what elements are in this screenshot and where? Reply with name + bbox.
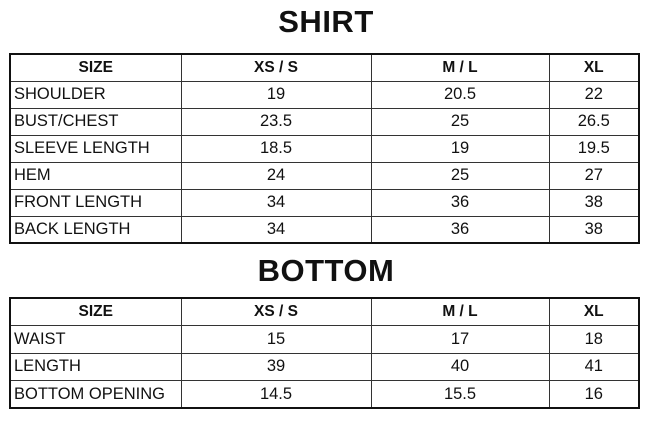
measurement-label: HEM xyxy=(9,161,182,190)
measurement-value: 20.5 xyxy=(370,80,550,109)
measurement-value: 39 xyxy=(180,352,372,381)
measurement-value: 40 xyxy=(370,352,550,381)
column-header: XL xyxy=(548,53,640,82)
measurement-value: 26.5 xyxy=(548,107,640,136)
measurement-value: 25 xyxy=(370,107,550,136)
measurement-value: 23.5 xyxy=(180,107,372,136)
measurement-value: 36 xyxy=(370,215,550,244)
measurement-value: 27 xyxy=(548,161,640,190)
measurement-value: 34 xyxy=(180,215,372,244)
measurement-value: 18.5 xyxy=(180,134,372,163)
measurement-value: 15 xyxy=(180,325,372,354)
column-header: SIZE xyxy=(9,53,182,82)
measurement-value: 22 xyxy=(548,80,640,109)
column-header: XS / S xyxy=(180,53,372,82)
column-header: SIZE xyxy=(9,297,182,326)
measurement-value: 15.5 xyxy=(370,380,550,409)
column-header: XL xyxy=(548,297,640,326)
measurement-value: 19.5 xyxy=(548,134,640,163)
measurement-value: 14.5 xyxy=(180,380,372,409)
column-header: M / L xyxy=(370,297,550,326)
measurement-label: BACK LENGTH xyxy=(9,215,182,244)
column-header: M / L xyxy=(370,53,550,82)
measurement-value: 25 xyxy=(370,161,550,190)
measurement-value: 41 xyxy=(548,352,640,381)
measurement-value: 18 xyxy=(548,325,640,354)
table-row: SLEEVE LENGTH 18.5 19 19.5 xyxy=(9,134,640,163)
measurement-value: 19 xyxy=(180,80,372,109)
table-row: HEM 24 25 27 xyxy=(9,161,640,190)
table-row: SHOULDER 19 20.5 22 xyxy=(9,80,640,109)
measurement-label: SLEEVE LENGTH xyxy=(9,134,182,163)
measurement-value: 38 xyxy=(548,188,640,217)
table-row: LENGTH 39 40 41 xyxy=(9,352,640,381)
table-row: BACK LENGTH 34 36 38 xyxy=(9,215,640,244)
measurement-value: 36 xyxy=(370,188,550,217)
column-header: XS / S xyxy=(180,297,372,326)
measurement-value: 19 xyxy=(370,134,550,163)
measurement-label: FRONT LENGTH xyxy=(9,188,182,217)
bottom-title: BOTTOM xyxy=(257,253,395,288)
measurement-label: BOTTOM OPENING xyxy=(9,380,182,409)
measurement-label: SHOULDER xyxy=(9,80,182,109)
measurement-label: BUST/CHEST xyxy=(9,107,182,136)
measurement-value: 38 xyxy=(548,215,640,244)
table-row: BUST/CHEST 23.5 25 26.5 xyxy=(9,107,640,136)
measurement-value: 17 xyxy=(370,325,550,354)
measurement-label: WAIST xyxy=(9,325,182,354)
measurement-label: LENGTH xyxy=(9,352,182,381)
measurement-value: 34 xyxy=(180,188,372,217)
table-row: WAIST 15 17 18 xyxy=(9,325,640,354)
measurement-value: 16 xyxy=(548,380,640,409)
shirt-title: SHIRT xyxy=(278,4,374,39)
measurement-value: 24 xyxy=(180,161,372,190)
table-row: BOTTOM OPENING 14.5 15.5 16 xyxy=(9,380,640,409)
table-row: FRONT LENGTH 34 36 38 xyxy=(9,188,640,217)
